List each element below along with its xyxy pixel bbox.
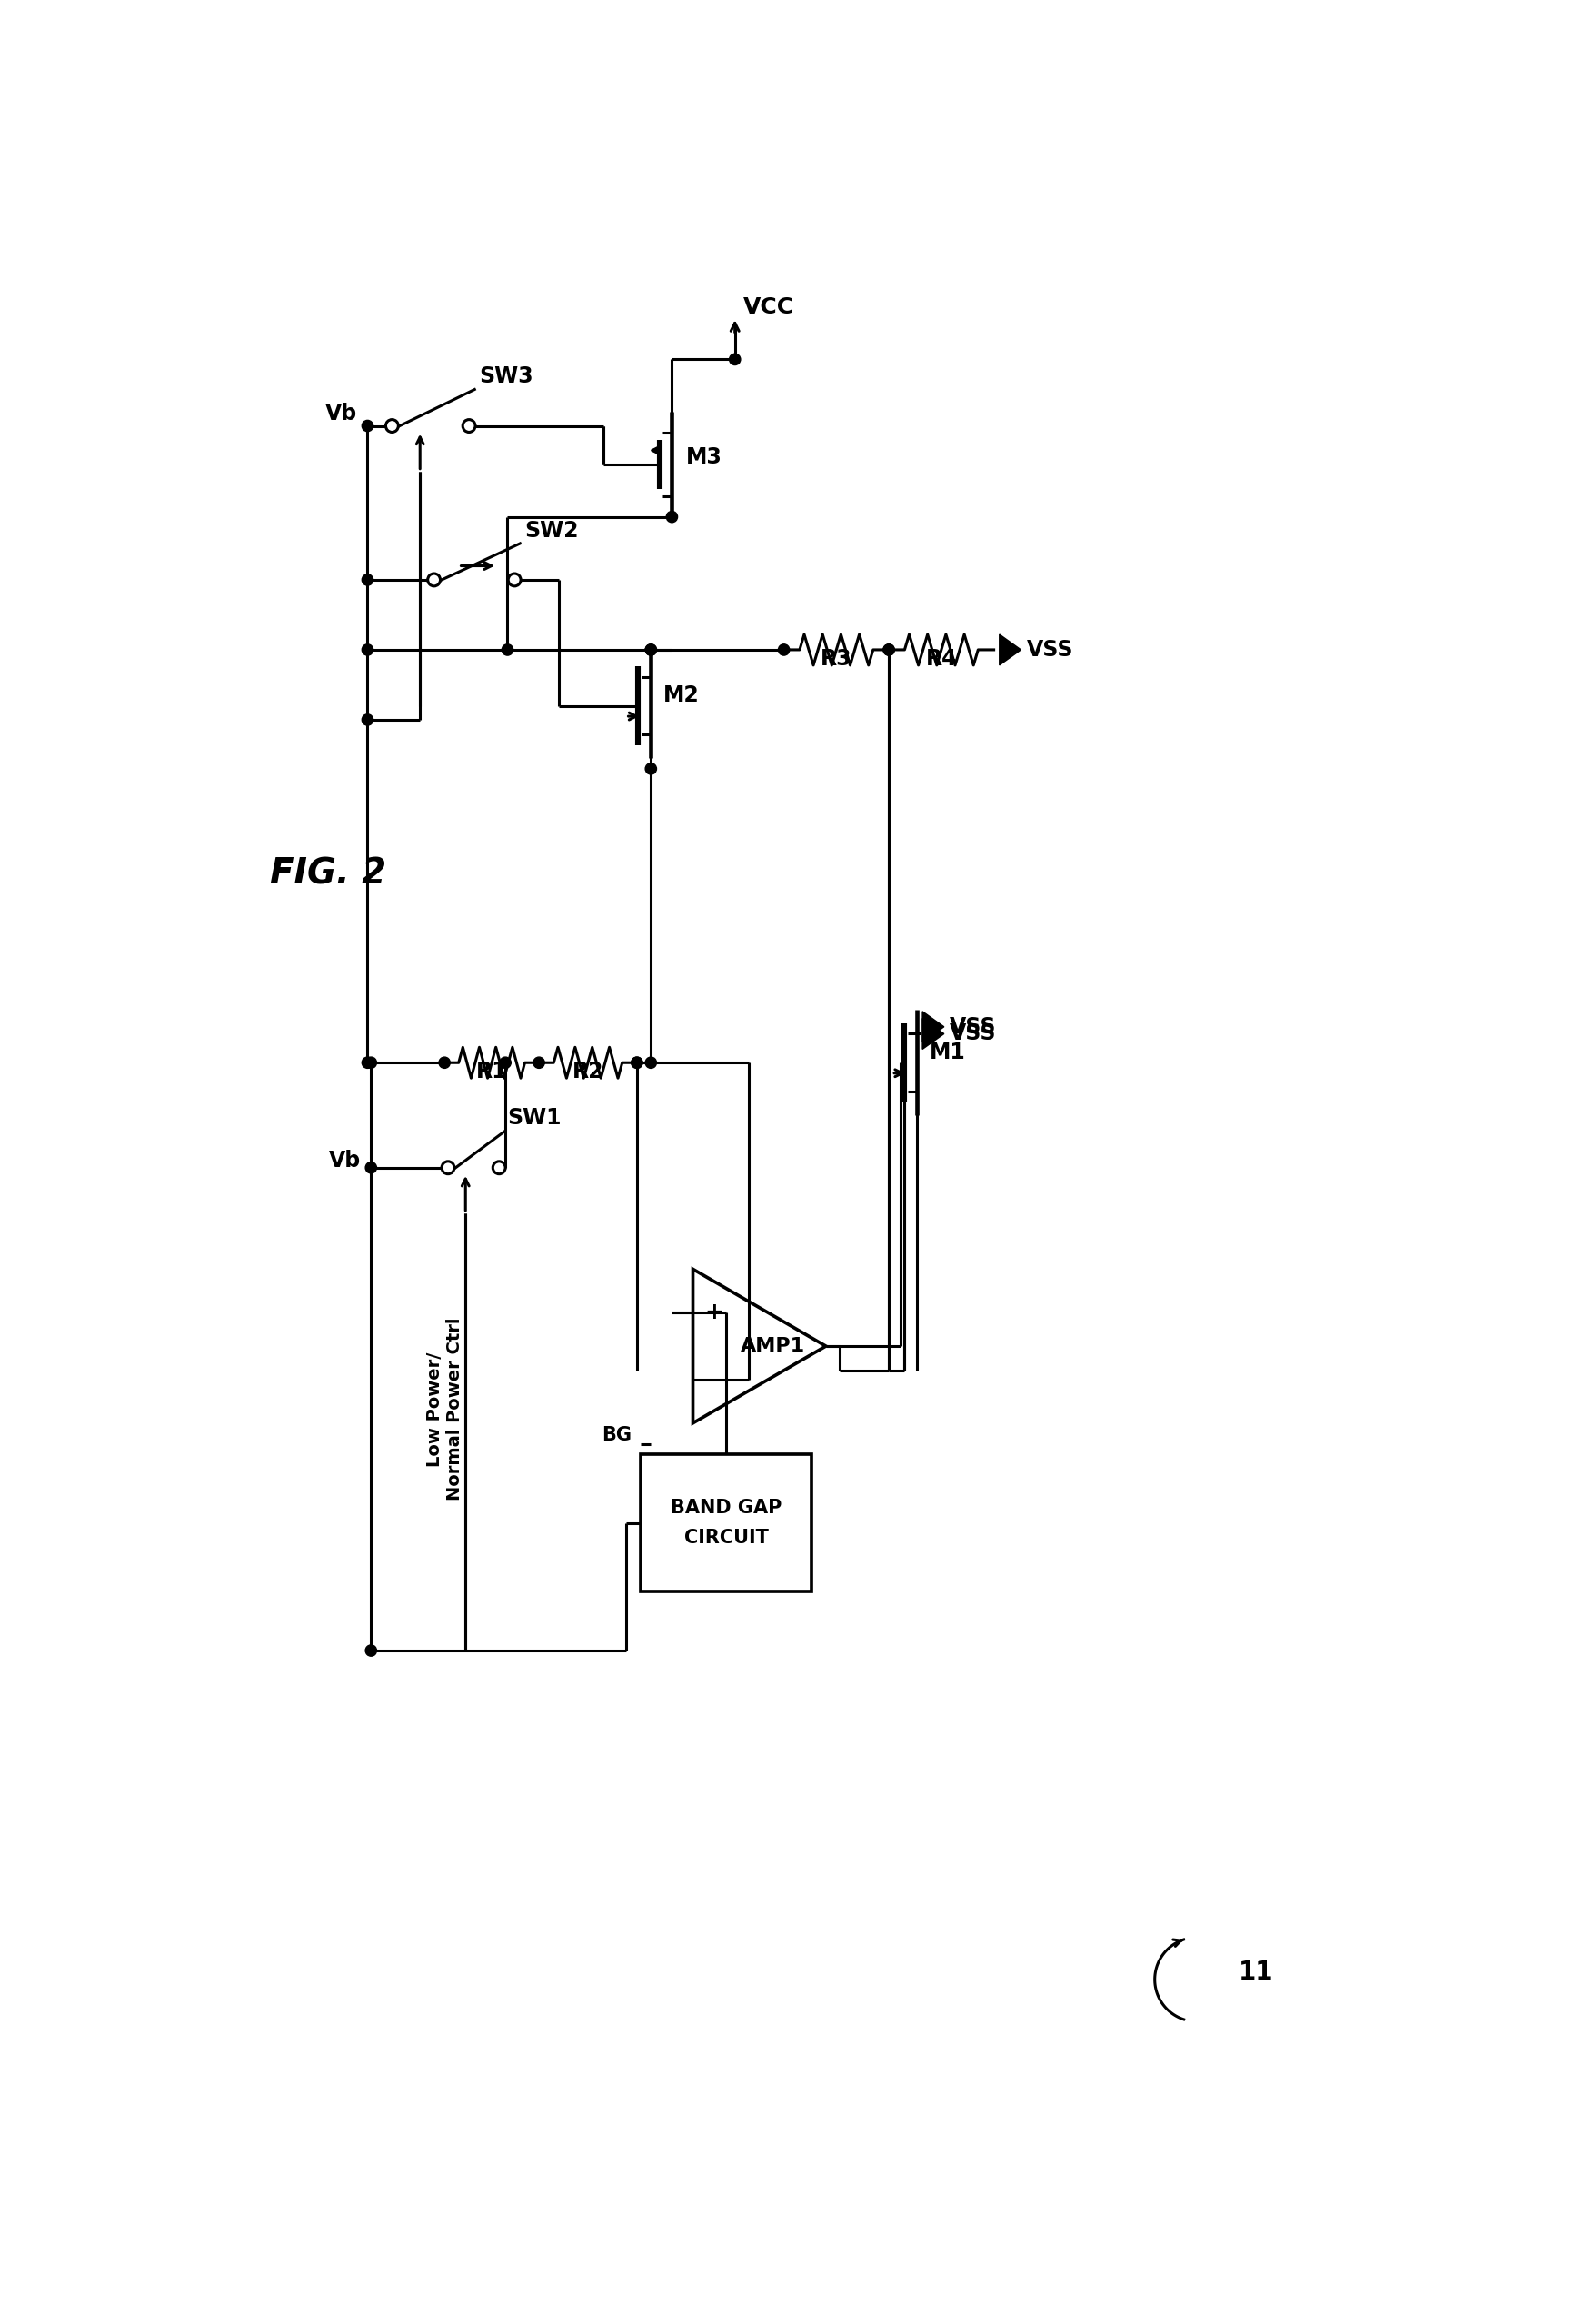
Circle shape [462, 421, 475, 432]
Circle shape [365, 1162, 376, 1174]
Text: VCC: VCC [744, 295, 795, 318]
Text: R2: R2 [572, 1060, 604, 1083]
Circle shape [386, 421, 398, 432]
Circle shape [508, 574, 521, 586]
Text: R4: R4 [926, 648, 957, 669]
Polygon shape [999, 634, 1021, 665]
Text: R1: R1 [476, 1060, 508, 1083]
Text: AMP1: AMP1 [741, 1336, 804, 1355]
Circle shape [502, 644, 513, 655]
Text: VSS: VSS [949, 1016, 996, 1039]
Circle shape [779, 644, 790, 655]
Circle shape [645, 1057, 656, 1069]
Circle shape [730, 353, 741, 365]
Text: −: − [704, 1369, 723, 1390]
Text: BAND GAP: BAND GAP [671, 1499, 782, 1518]
Circle shape [365, 1057, 376, 1069]
Circle shape [883, 644, 894, 655]
Circle shape [666, 511, 677, 523]
Polygon shape [922, 1011, 945, 1041]
Circle shape [492, 1162, 505, 1174]
Circle shape [645, 644, 656, 655]
Circle shape [534, 1057, 545, 1069]
Text: 11: 11 [1239, 1959, 1274, 1985]
Circle shape [883, 644, 894, 655]
Text: SW1: SW1 [508, 1106, 562, 1129]
Circle shape [362, 713, 373, 725]
Circle shape [362, 644, 373, 655]
Circle shape [631, 1057, 642, 1069]
Text: VSS: VSS [1026, 639, 1074, 660]
Polygon shape [922, 1018, 945, 1048]
Bar [640, 1455, 812, 1592]
Circle shape [631, 1057, 642, 1069]
Text: Low Power/
Normal Power Ctrl: Low Power/ Normal Power Ctrl [425, 1318, 464, 1501]
Circle shape [645, 644, 656, 655]
Text: BG: BG [602, 1427, 632, 1443]
Text: +: + [704, 1301, 723, 1322]
Text: SW2: SW2 [526, 521, 578, 541]
Text: SW3: SW3 [479, 365, 534, 388]
Text: Vb: Vb [325, 402, 357, 425]
Text: CIRCUIT: CIRCUIT [683, 1529, 768, 1548]
Text: VSS: VSS [949, 1023, 996, 1046]
Circle shape [362, 1057, 373, 1069]
Circle shape [365, 1645, 376, 1657]
Text: R3: R3 [820, 648, 852, 669]
Circle shape [440, 1057, 451, 1069]
Text: M3: M3 [687, 446, 722, 467]
Text: M2: M2 [664, 683, 699, 706]
Circle shape [427, 574, 440, 586]
Text: M1: M1 [929, 1041, 965, 1062]
Circle shape [500, 1057, 511, 1069]
Circle shape [645, 762, 656, 774]
Circle shape [441, 1162, 454, 1174]
Text: Vb: Vb [328, 1150, 360, 1171]
Circle shape [362, 421, 373, 432]
Circle shape [362, 574, 373, 586]
Text: FIG. 2: FIG. 2 [269, 858, 386, 890]
